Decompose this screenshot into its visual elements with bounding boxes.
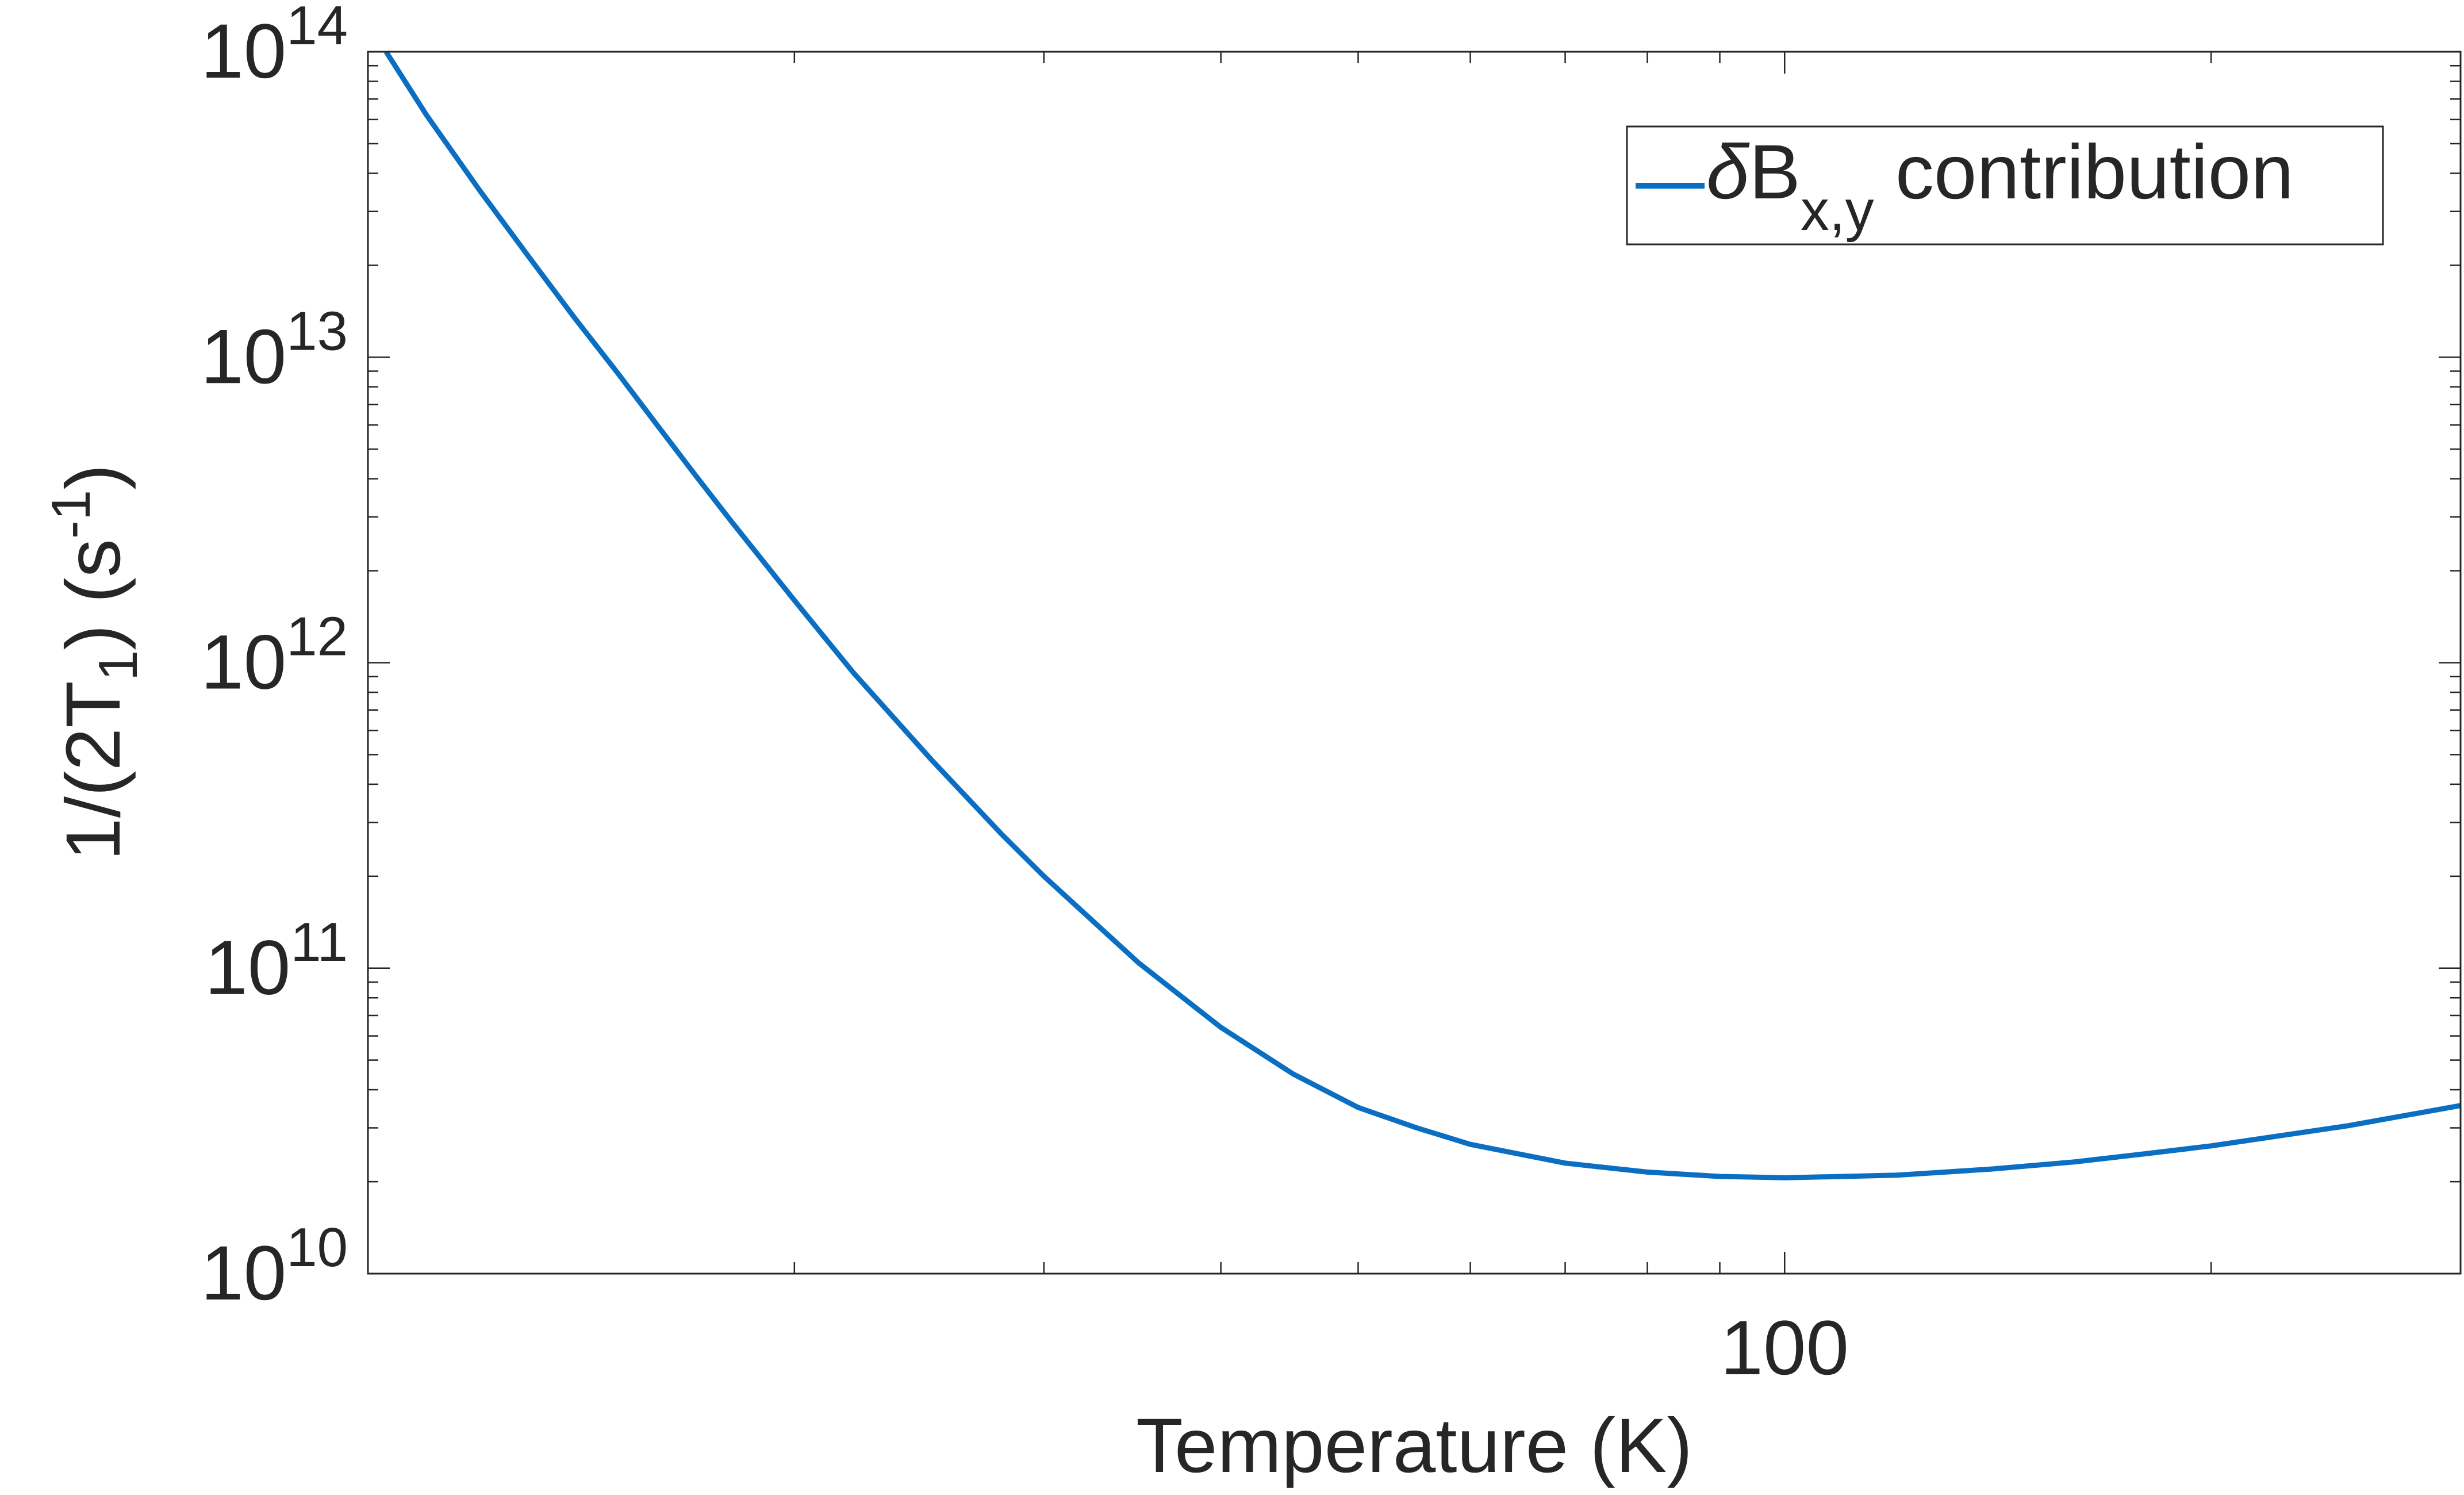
legend: δBx,y contribution [1626,125,2384,246]
minor-ticks [368,52,2462,1274]
y-axis-label-group: 1/(2T1) (s-1) [40,464,149,861]
plot-frame [367,51,2462,1275]
legend-label: δBx,y contribution [1706,129,2294,243]
y-tick-label-exponent: 13 [286,300,348,362]
y-tick-label-exponent: 11 [290,911,348,973]
y-tick-label: 1010 [201,1217,348,1316]
series-line [383,50,2461,1180]
x-tick-labels: 100 [1720,1305,1849,1391]
y-tick-label-exponent: 10 [286,1217,348,1278]
y-tick-label: 1012 [201,606,348,706]
y-axis-label-end: ) [51,464,136,490]
y-axis-label: 1/(2T1) (s-1) [40,464,149,861]
y-tick-label: 1011 [205,911,348,1011]
y-axis-label-sub: 1 [87,650,149,681]
y-tick-label-base: 10 [201,9,286,94]
legend-box [1626,125,2384,246]
y-axis-label-mid: ) (s [51,539,136,650]
y-tick-label-exponent: 12 [286,606,348,668]
legend-label-symbol: δ [1706,129,1750,215]
y-tick-label-base: 10 [201,1230,286,1316]
y-tick-label-base: 10 [205,925,290,1011]
legend-label-main: B [1749,129,1800,215]
y-tick-label-base: 10 [201,620,286,706]
y-axis-label-sup: -1 [40,490,102,539]
y-tick-label: 1013 [201,300,348,400]
x-tick-label: 100 [1720,1305,1849,1391]
y-tick-label: 1014 [201,0,348,94]
y-tick-label-base: 10 [201,314,286,400]
x-axis-label: Temperature (K) [1136,1403,1692,1489]
y-axis-label-main: 1/(2T [51,681,136,861]
series-layer [383,50,2461,1180]
y-tick-label-exponent: 14 [286,0,348,56]
legend-label-rest: contribution [1874,129,2294,215]
legend-label-sub: x,y [1801,178,1874,243]
